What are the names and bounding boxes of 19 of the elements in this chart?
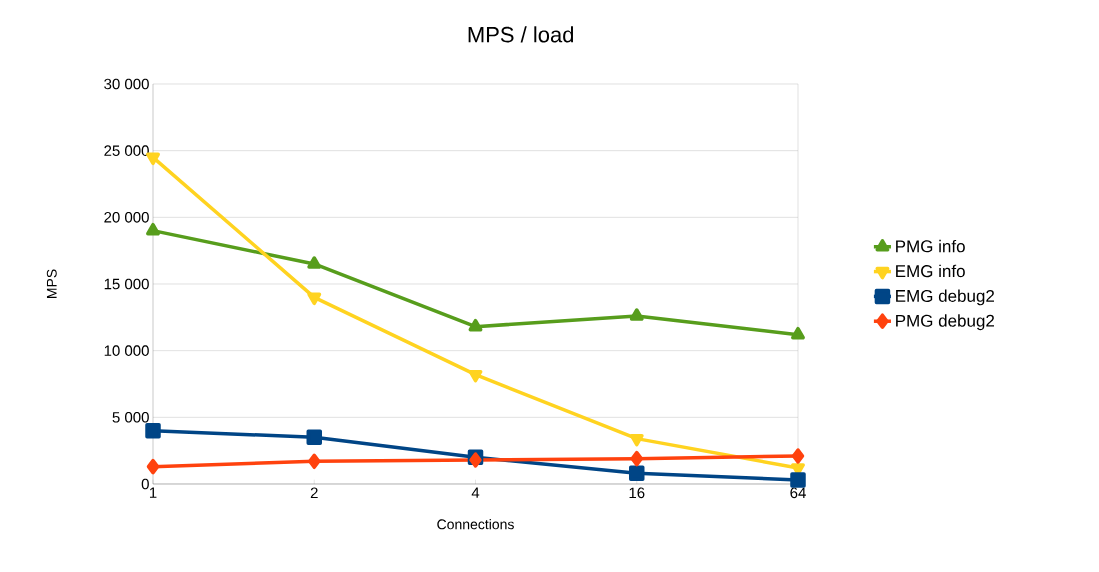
y-tick-label: 5 000: [112, 412, 149, 423]
legend-label: EMG info: [896, 264, 965, 278]
x-tick-label: 4: [471, 487, 480, 498]
y-tick-label: 15 000: [104, 278, 149, 290]
legend-label: PMG debug2: [896, 314, 995, 331]
x-tick-label: 64: [790, 487, 806, 499]
legend-label: EMG debug2: [896, 289, 995, 306]
x-tick-label: 16: [629, 487, 645, 499]
y-axis-title: MPS: [46, 269, 57, 299]
y-tick-label: 0: [141, 478, 149, 490]
x-tick-label: 1: [149, 487, 157, 498]
x-axis-title: Connections: [437, 519, 514, 530]
y-tick-label: 20 000: [104, 212, 149, 223]
legend-label: PMG info: [896, 239, 965, 253]
x-tick-label: 2: [310, 487, 318, 498]
chart-title: MPS / load: [468, 26, 574, 43]
y-tick-label: 10 000: [104, 345, 149, 356]
y-tick-label: 30 000: [104, 78, 149, 90]
y-tick-label: 25 000: [104, 145, 149, 156]
